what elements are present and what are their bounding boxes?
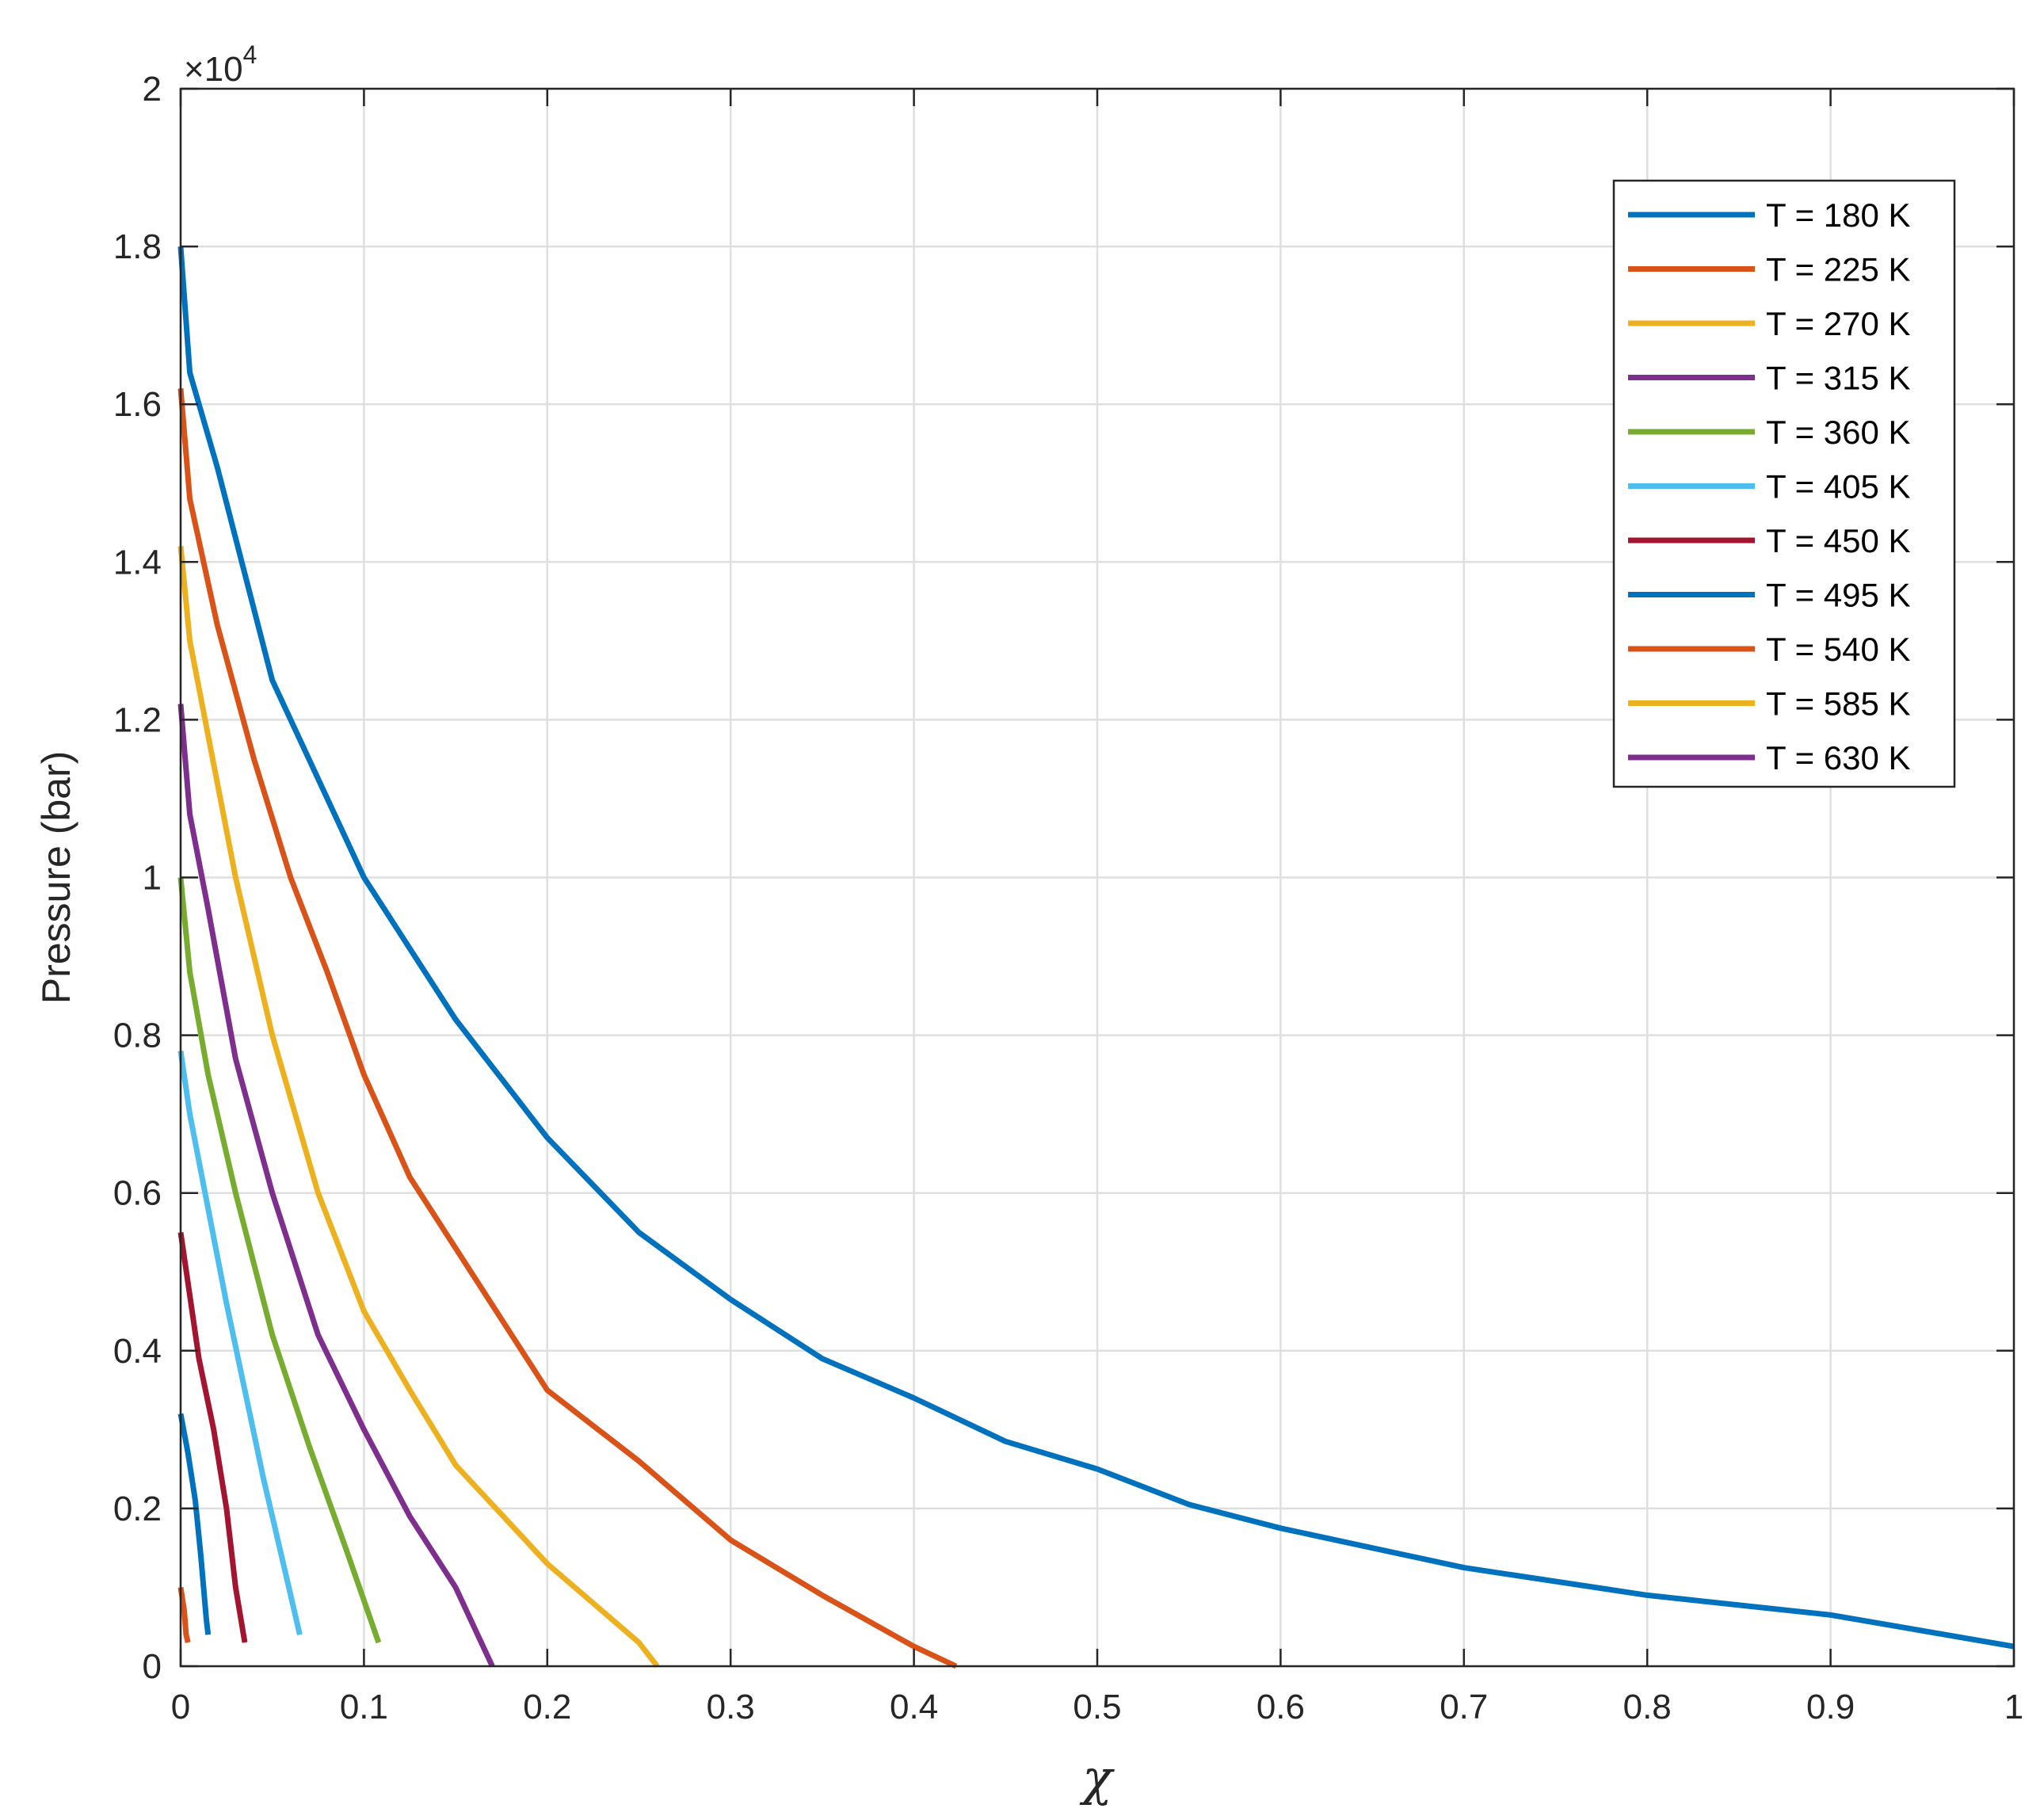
legend: T = 180 K T = 225 K T = 270 K T = 315 K T = … <box>1612 179 1956 788</box>
y-tick-label-4: 0.8 <box>113 1017 162 1055</box>
y-tick-label-0: 0 <box>143 1647 162 1686</box>
series-line-4 <box>177 877 382 1644</box>
y-tick-label-8: 1.6 <box>113 385 162 424</box>
legend-label-7: T = 495 K <box>1766 577 1911 614</box>
x-tick-label-8: 0.8 <box>1623 1688 1672 1726</box>
legend-label-3: T = 315 K <box>1766 360 1911 397</box>
legend-label-2: T = 270 K <box>1766 305 1911 342</box>
series-line-8 <box>177 1586 191 1643</box>
legend-label-8: T = 540 K <box>1766 631 1911 668</box>
y-tick-label-6: 1.2 <box>113 700 162 739</box>
y-tick-label-7: 1.4 <box>113 543 162 582</box>
y-multiplier-exponent: 4 <box>243 40 257 69</box>
y-tick-label-5: 1 <box>143 859 162 898</box>
legend-label-1: T = 225 K <box>1766 251 1911 288</box>
x-tick-label-2: 0.2 <box>523 1688 571 1726</box>
legend-label-6: T = 450 K <box>1766 522 1911 559</box>
x-axis-label: χ <box>1079 1749 1115 1806</box>
legend-label-0: T = 180 K <box>1766 196 1911 234</box>
x-tick-label-9: 0.9 <box>1806 1688 1855 1726</box>
x-tick-label-6: 0.6 <box>1257 1688 1305 1726</box>
tick-labels: 0 0.1 0.2 0.3 0.4 0.5 0.6 0.7 0.8 0.9 1 0 0.2 0.4 0.6 0… <box>113 70 2023 1726</box>
legend-label-10: T = 630 K <box>1766 739 1911 776</box>
series-line-1 <box>177 388 958 1669</box>
y-tick-label-1: 0.2 <box>113 1490 162 1528</box>
legend-label-4: T = 360 K <box>1766 414 1911 451</box>
y-axis-label: Pressure (bar) <box>34 751 78 1005</box>
y-tick-label-3: 0.6 <box>113 1174 162 1213</box>
series-layer <box>177 246 2015 1669</box>
series-line-6 <box>177 1231 248 1643</box>
y-multiplier-label: ×104 <box>184 40 257 89</box>
y-tick-label-9: 1.8 <box>113 227 162 266</box>
x-tick-label-0: 0 <box>171 1688 190 1726</box>
x-tick-label-5: 0.5 <box>1073 1688 1121 1726</box>
series-line-3 <box>177 704 495 1668</box>
x-tick-label-3: 0.3 <box>707 1688 755 1726</box>
x-tick-label-10: 1 <box>2004 1688 2023 1726</box>
y-tick-label-10: 2 <box>143 70 162 109</box>
series-line-2 <box>177 546 660 1669</box>
series-line-0 <box>177 246 2015 1650</box>
legend-label-5: T = 405 K <box>1766 468 1911 505</box>
x-tick-label-7: 0.7 <box>1440 1688 1488 1726</box>
series-line-5 <box>177 1050 303 1635</box>
y-tick-label-2: 0.4 <box>113 1332 162 1371</box>
series-line-7 <box>177 1413 212 1635</box>
x-tick-label-1: 0.1 <box>340 1688 388 1726</box>
x-tick-label-4: 0.4 <box>890 1688 938 1726</box>
y-multiplier-base: ×10 <box>184 50 243 89</box>
axes <box>179 87 2015 1668</box>
legend-label-9: T = 585 K <box>1766 685 1911 723</box>
